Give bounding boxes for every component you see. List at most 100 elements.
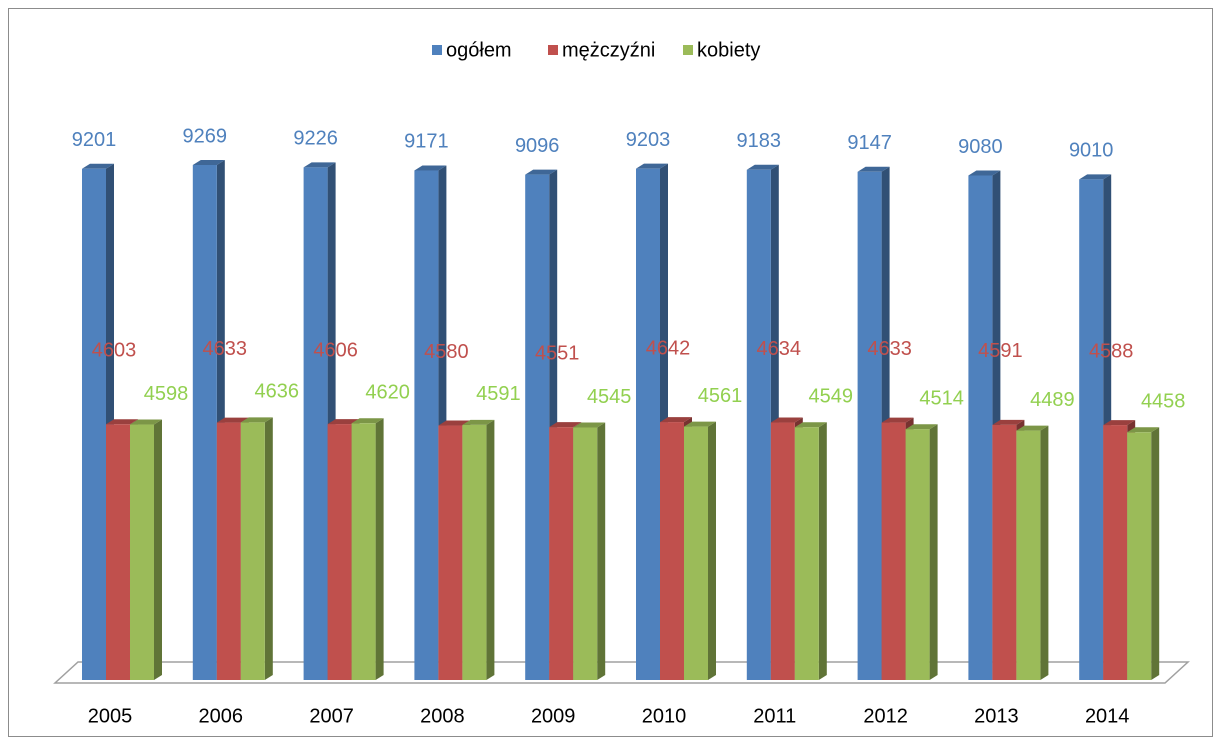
bar-side: [154, 419, 162, 680]
bar-top: [549, 422, 582, 428]
bar: [525, 174, 550, 680]
data-label: 9147: [847, 132, 892, 154]
bar: [106, 424, 130, 680]
data-label: 4598: [144, 383, 189, 405]
bar-top: [1103, 420, 1136, 426]
data-label: 9269: [183, 125, 228, 147]
data-label: 9226: [293, 128, 338, 150]
bar: [881, 422, 906, 680]
legend-swatch: [548, 45, 558, 55]
bar-top: [303, 162, 336, 168]
bar-top: [794, 422, 827, 428]
data-label: 4603: [92, 340, 137, 362]
data-label: 9201: [72, 129, 117, 151]
bar-top: [684, 421, 716, 427]
bar: [216, 422, 241, 680]
x-tick-label: 2013: [974, 705, 1019, 727]
data-label: 4636: [255, 381, 300, 403]
data-label: 4634: [757, 338, 802, 360]
bar-top: [192, 160, 225, 165]
data-label: 9080: [958, 136, 1003, 158]
bar-top: [1079, 174, 1112, 180]
data-label: 4588: [1089, 340, 1134, 362]
bar: [905, 429, 930, 680]
bar-top: [216, 417, 249, 423]
bar: [414, 170, 439, 680]
data-label: 9203: [626, 129, 671, 151]
bar-side: [264, 417, 273, 680]
data-label: 4591: [978, 340, 1023, 362]
data-label: 4633: [203, 338, 248, 360]
bar: [192, 165, 217, 680]
bar: [573, 427, 598, 680]
data-label: 4642: [646, 337, 691, 359]
bar: [968, 175, 993, 680]
x-tick-label: 2009: [531, 705, 576, 727]
data-label: 4561: [698, 385, 743, 407]
data-label: 4606: [313, 339, 358, 361]
bar-top: [636, 163, 668, 169]
bar-side: [597, 422, 606, 680]
bar-top: [525, 169, 558, 175]
data-label: 4545: [587, 386, 632, 408]
bar-top: [351, 418, 384, 424]
bar-side: [1151, 427, 1160, 680]
bar: [438, 425, 463, 680]
bar-side: [1040, 425, 1049, 680]
bar: [82, 168, 106, 680]
bar: [992, 424, 1017, 680]
data-label: 9096: [515, 135, 560, 157]
bar: [1127, 432, 1152, 680]
bar: [684, 426, 708, 680]
legend-label: mężczyźni: [562, 39, 655, 61]
bar: [462, 424, 487, 680]
bar: [1103, 425, 1128, 680]
bar-side: [708, 421, 716, 680]
bar-top: [106, 419, 138, 425]
x-tick-label: 2005: [88, 705, 133, 727]
bar: [130, 424, 154, 680]
bar-top: [905, 424, 938, 430]
bar-top: [746, 164, 779, 170]
data-label: 4633: [867, 338, 912, 360]
bar-top: [414, 165, 447, 171]
x-tick-label: 2007: [309, 705, 354, 727]
bar-top: [1016, 425, 1049, 431]
bar-top: [660, 417, 692, 423]
bar-top: [968, 170, 1001, 176]
bar-top: [1127, 427, 1160, 433]
bar: [240, 422, 265, 680]
bar-top: [82, 163, 114, 169]
legend-swatch: [432, 45, 442, 55]
bar-side: [486, 419, 495, 680]
bar-top: [438, 420, 471, 426]
data-label: 4580: [424, 341, 469, 363]
bar-side: [929, 424, 938, 680]
x-tick-label: 2010: [642, 705, 687, 727]
data-label: 9171: [404, 131, 449, 153]
x-tick-label: 2011: [753, 705, 796, 727]
x-tick-label: 2008: [420, 705, 465, 727]
bar-side: [375, 418, 384, 680]
data-label: 9010: [1069, 140, 1114, 162]
bar-top: [130, 419, 162, 425]
legend-label: ogółem: [446, 39, 512, 61]
bar: [549, 427, 574, 680]
bar: [746, 169, 771, 680]
bar-top: [327, 419, 360, 425]
bar: [327, 424, 352, 680]
data-label: 4620: [365, 382, 410, 404]
data-label: 9183: [737, 130, 782, 152]
bar: [1016, 430, 1041, 680]
bar-top: [881, 417, 914, 423]
bar: [636, 168, 660, 681]
data-label: 4591: [476, 383, 521, 405]
bar-top: [240, 417, 273, 423]
data-label: 4551: [535, 342, 580, 364]
legend-swatch: [683, 45, 693, 55]
bar: [770, 422, 795, 680]
data-label: 4514: [919, 387, 964, 409]
bar-top: [573, 422, 606, 428]
